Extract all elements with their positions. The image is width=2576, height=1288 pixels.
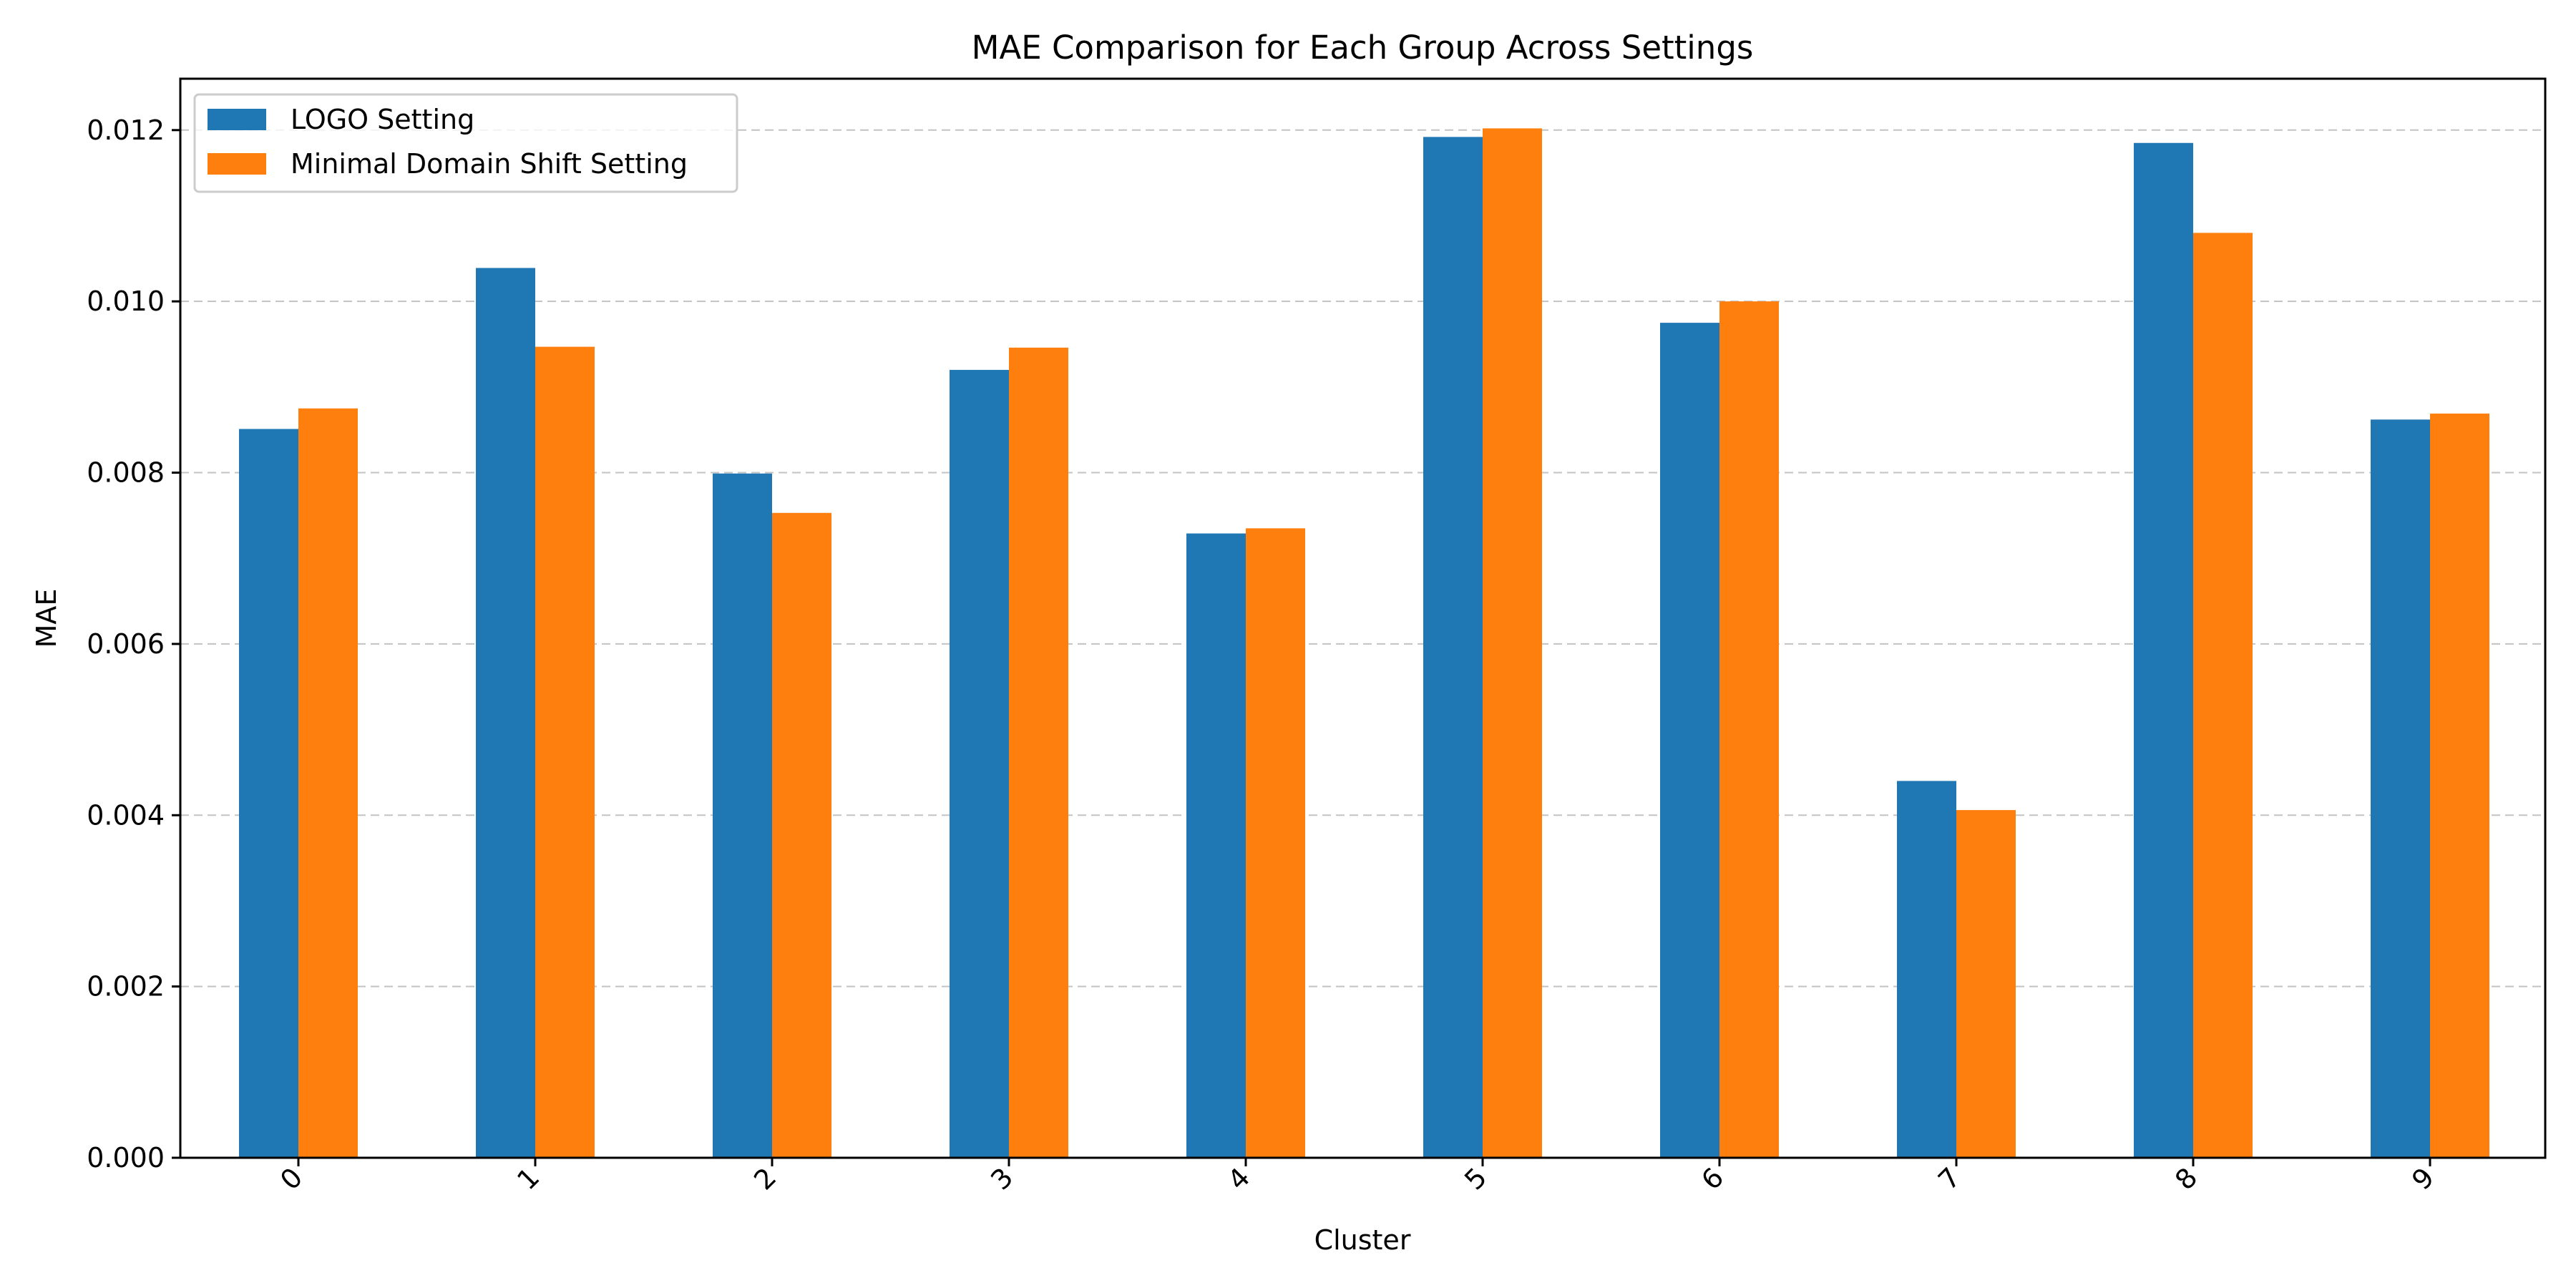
y-tick-label: 0.002 (87, 971, 165, 1002)
bar-logo-cluster-3 (950, 369, 1009, 1158)
bar-minimal-domain-shift-cluster-8 (2193, 233, 2253, 1158)
bar-minimal-domain-shift-cluster-2 (772, 512, 831, 1158)
bar-minimal-domain-shift-cluster-1 (535, 346, 595, 1158)
x-tick-label: 9 (2406, 1161, 2440, 1196)
bar-logo-cluster-2 (713, 473, 772, 1158)
legend: LOGO Setting Minimal Domain Shift Setting (193, 93, 738, 193)
bar-logo-cluster-7 (1897, 781, 1956, 1158)
bar-logo-cluster-0 (239, 429, 298, 1158)
x-tick-label: 1 (511, 1161, 545, 1196)
y-axis-ticks: 0.000 0.002 0.004 0.006 0.008 0.010 0.012 (87, 114, 180, 1174)
bar-minimal-domain-shift-cluster-6 (1719, 301, 1779, 1158)
y-axis-label: MAE (31, 589, 62, 648)
x-tick-label: 3 (985, 1161, 1019, 1196)
bar-logo-cluster-9 (2371, 419, 2430, 1158)
bar-minimal-domain-shift-cluster-4 (1246, 528, 1305, 1158)
bar-minimal-domain-shift-cluster-0 (298, 408, 358, 1158)
y-tick-label: 0.012 (87, 114, 165, 146)
legend-label: Minimal Domain Shift Setting (291, 148, 688, 180)
bar-logo-cluster-6 (1660, 323, 1719, 1158)
bar-logo-cluster-8 (2134, 142, 2193, 1158)
y-tick-label: 0.000 (87, 1142, 165, 1174)
legend-frame (193, 93, 738, 193)
x-axis-ticks: 0 1 2 3 4 5 6 7 8 9 (274, 1158, 2440, 1196)
bar-logo-cluster-5 (1423, 137, 1483, 1158)
bar-logo-cluster-4 (1186, 533, 1246, 1158)
bars (239, 128, 2489, 1158)
y-tick-label: 0.004 (87, 799, 165, 831)
legend-swatch (208, 153, 266, 175)
plot-frame (179, 77, 2547, 1159)
x-tick-label: 2 (748, 1161, 782, 1196)
x-tick-label: 6 (1695, 1161, 1729, 1196)
chart-title: MAE Comparison for Each Group Across Set… (972, 29, 1754, 67)
x-tick-label: 0 (274, 1161, 308, 1196)
y-tick-label: 0.008 (87, 457, 165, 489)
x-tick-label: 4 (1221, 1161, 1256, 1196)
bar-minimal-domain-shift-cluster-3 (1009, 347, 1068, 1158)
bar-minimal-domain-shift-cluster-9 (2430, 413, 2489, 1158)
y-tick-label: 0.010 (87, 286, 165, 317)
bar-minimal-domain-shift-cluster-5 (1483, 128, 1542, 1158)
legend-swatch (208, 109, 266, 130)
bar-minimal-domain-shift-cluster-7 (1956, 810, 2016, 1158)
x-tick-label: 7 (1932, 1161, 1966, 1196)
y-tick-label: 0.006 (87, 628, 165, 660)
x-tick-label: 8 (2169, 1161, 2203, 1196)
x-axis-label: Cluster (1314, 1224, 1411, 1256)
bar-logo-cluster-1 (476, 268, 535, 1158)
legend-label: LOGO Setting (291, 104, 474, 135)
x-tick-label: 5 (1458, 1161, 1493, 1196)
